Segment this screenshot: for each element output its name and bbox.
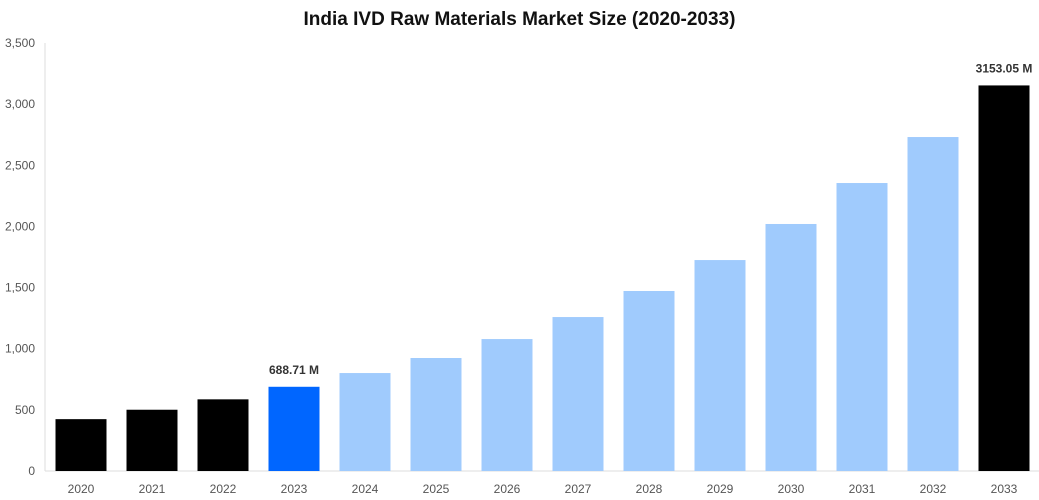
y-tick-label: 2,000	[5, 219, 35, 233]
bar-2030	[765, 223, 817, 471]
data-label: 688.71 M	[269, 363, 319, 377]
bar-2023	[268, 386, 320, 471]
bar-2026	[481, 339, 533, 471]
x-tick-label: 2028	[636, 482, 663, 496]
bar-2022	[197, 399, 249, 471]
x-tick-label: 2026	[494, 482, 521, 496]
bar-2033	[978, 85, 1030, 471]
bar-2031	[836, 183, 888, 471]
y-tick-label: 1,500	[5, 281, 35, 295]
x-tick-label: 2031	[849, 482, 876, 496]
x-tick-label: 2033	[991, 482, 1018, 496]
y-tick-label: 3,500	[5, 36, 35, 50]
x-tick-label: 2030	[778, 482, 805, 496]
bar-2021	[126, 409, 178, 471]
x-tick-label: 2023	[281, 482, 308, 496]
data-label: 3153.05 M	[976, 61, 1033, 75]
y-tick-label: 1,000	[5, 342, 35, 356]
x-tick-label: 2020	[68, 482, 95, 496]
bar-2024	[339, 373, 391, 471]
chart-title: India IVD Raw Materials Market Size (202…	[303, 9, 736, 30]
x-tick-label: 2021	[139, 482, 166, 496]
y-tick-label: 2,500	[5, 158, 35, 172]
y-tick-label: 3,000	[5, 97, 35, 111]
x-tick-label: 2025	[423, 482, 450, 496]
x-tick-label: 2027	[565, 482, 592, 496]
bar-2027	[552, 317, 604, 471]
bar-2020	[55, 419, 107, 471]
y-tick-label: 500	[15, 403, 35, 417]
bar-2028	[623, 290, 675, 471]
x-tick-label: 2022	[210, 482, 237, 496]
x-tick-label: 2029	[707, 482, 734, 496]
bar-2032	[907, 137, 959, 471]
x-tick-label: 2024	[352, 482, 379, 496]
bar-2025	[410, 358, 462, 471]
y-tick-label: 0	[28, 464, 35, 478]
x-tick-label: 2032	[920, 482, 947, 496]
bar-2029	[694, 260, 746, 471]
